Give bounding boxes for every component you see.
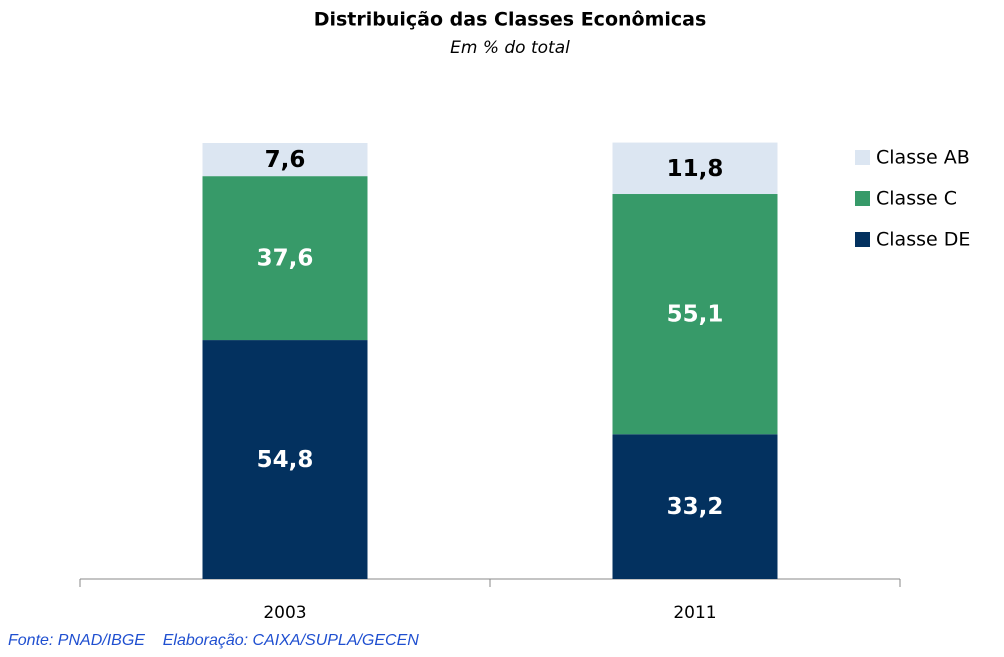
bar-segment	[202, 176, 368, 341]
data-label: 55,1	[667, 302, 724, 328]
data-label: 54,8	[257, 447, 314, 473]
legend-label: Classe AB	[876, 147, 970, 169]
data-label: 37,6	[257, 246, 314, 272]
chart-title: Distribuição das Classes Econômicas	[314, 9, 707, 31]
bar-segment	[612, 194, 778, 435]
data-label: 7,6	[265, 147, 306, 173]
bar-segment	[612, 142, 778, 195]
legend-label: Classe DE	[876, 229, 970, 251]
source-note: Fonte: PNAD/IBGE Elaboração: CAIXA/SUPLA…	[8, 632, 419, 649]
bar-segment	[202, 340, 368, 579]
x-tick-label: 2003	[263, 603, 306, 623]
legend-swatch	[855, 150, 870, 165]
data-label: 11,8	[667, 156, 724, 182]
legend-label: Classe C	[876, 188, 957, 210]
legend-swatch	[855, 191, 870, 206]
x-tick-label: 2011	[673, 603, 716, 623]
legend-swatch	[855, 232, 870, 247]
bar-segment	[612, 434, 778, 579]
data-label: 33,2	[667, 494, 724, 520]
bar-segment	[202, 143, 368, 177]
chart-subtitle: Em % do total	[450, 38, 570, 58]
